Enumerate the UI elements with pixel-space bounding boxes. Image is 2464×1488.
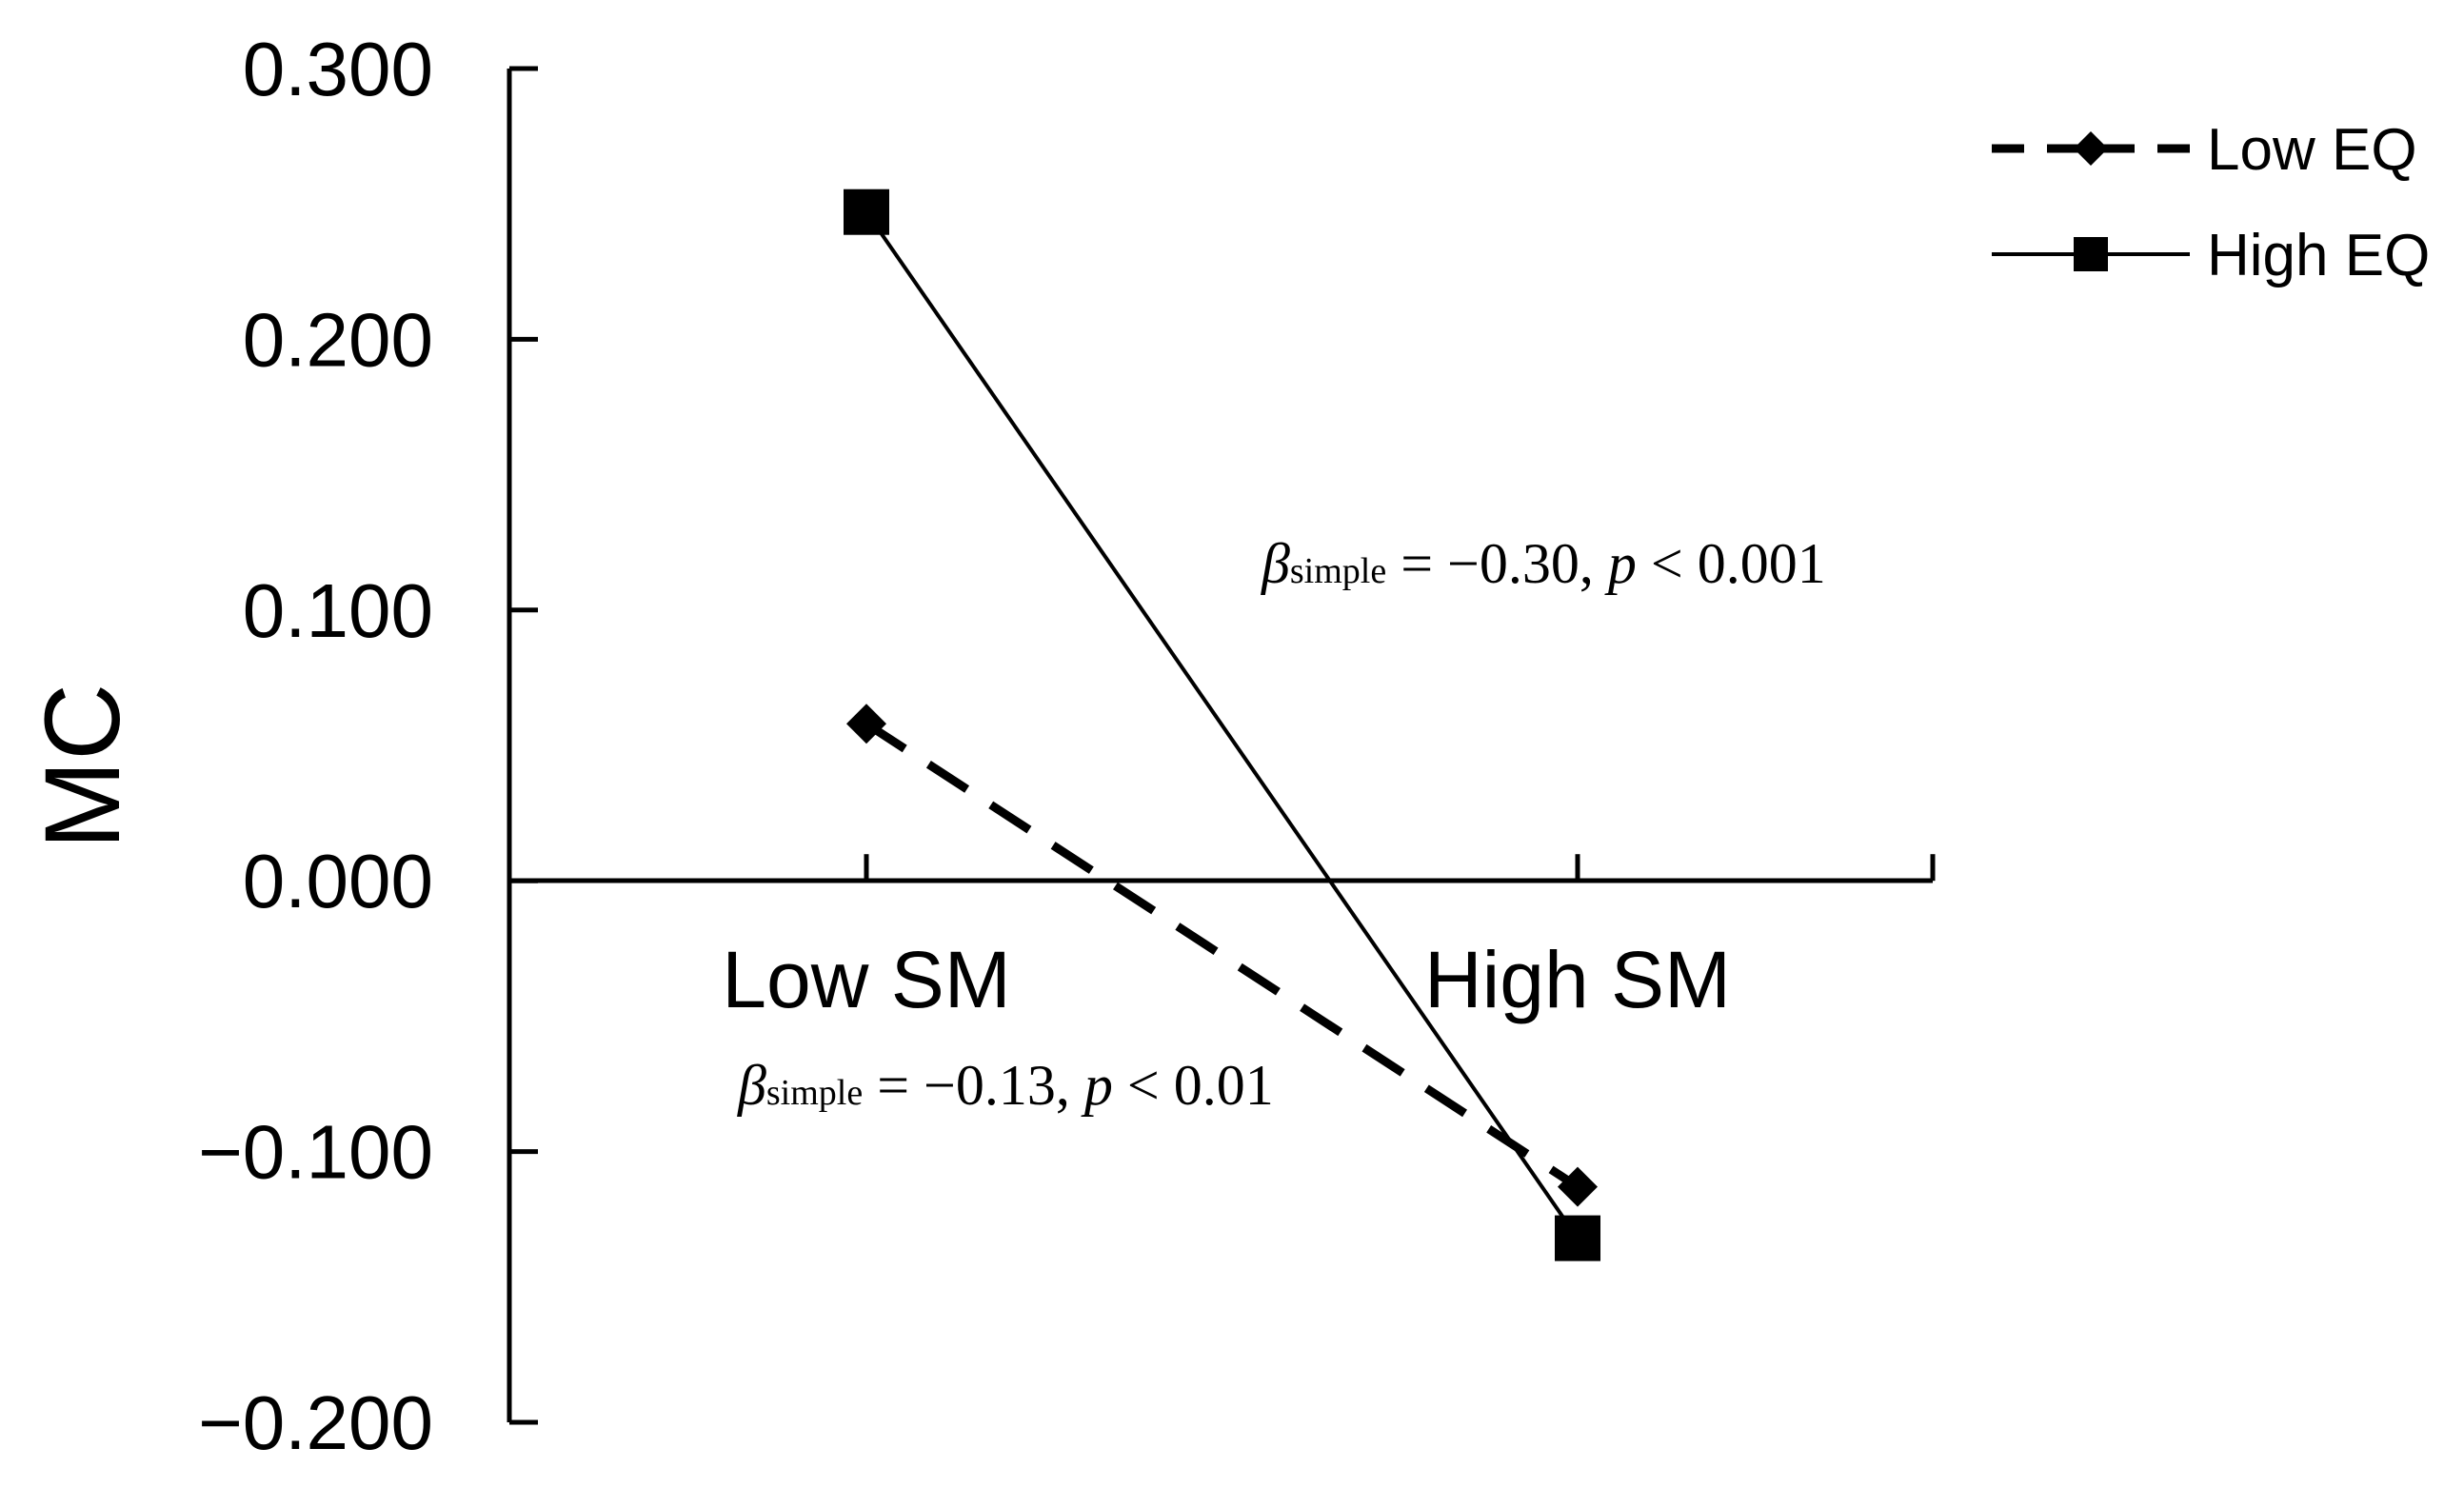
y-axis-label: MC: [23, 684, 142, 849]
annotation-high-eq-p: p: [1604, 532, 1637, 595]
data-point-high-eq: [844, 188, 889, 235]
legend-marker-low-eq: [2074, 131, 2108, 166]
data-point-low-eq: [1558, 1166, 1598, 1207]
legend: Low EQ High EQ: [1992, 117, 2430, 288]
legend-label-low-eq: Low EQ: [2207, 117, 2417, 183]
legend-label-high-eq: High EQ: [2207, 223, 2430, 288]
series-line-high-eq: [864, 210, 1580, 1240]
y-tick-label: 0.300: [243, 27, 433, 111]
data-point-low-eq: [846, 704, 886, 744]
y-ticks: 0.300 0.200 0.100 0.000 −0.100 −0.200: [198, 27, 538, 1465]
annotation-high-eq-value: = −0.30,: [1386, 532, 1608, 595]
annotation-high-eq-beta: β: [1261, 532, 1290, 595]
annotation-low-eq-tail: < 0.01: [1113, 1054, 1274, 1117]
annotation-low-eq-p: p: [1081, 1054, 1113, 1117]
x-category-label-low-sm: Low SM: [722, 935, 1010, 1024]
legend-marker-high-eq: [2074, 237, 2108, 271]
y-tick-label: −0.200: [198, 1380, 433, 1465]
annotation-high-eq-sub: simple: [1290, 551, 1386, 591]
x-ticks: [864, 854, 1936, 882]
y-tick-label: −0.100: [198, 1110, 433, 1195]
series-layer: [844, 188, 1600, 1261]
annotation-low-eq-beta: β: [737, 1054, 766, 1117]
series-line-low-eq: [864, 720, 1580, 1191]
annotation-low-eq-value: = −0.13,: [863, 1054, 1084, 1117]
annotation-low-eq-slope: βsimple = −0.13, p < 0.01: [737, 1054, 1274, 1117]
x-category-label-high-sm: High SM: [1424, 935, 1731, 1024]
y-tick-label: 0.100: [243, 568, 433, 653]
annotation-low-eq-sub: simple: [766, 1073, 863, 1113]
y-tick-label: 0.000: [243, 839, 433, 923]
annotation-high-eq-slope: βsimple = −0.30, p < 0.001: [1261, 532, 1826, 595]
data-point-high-eq: [1555, 1215, 1600, 1261]
y-tick-label: 0.200: [243, 297, 433, 382]
annotation-high-eq-tail: < 0.001: [1637, 532, 1826, 595]
